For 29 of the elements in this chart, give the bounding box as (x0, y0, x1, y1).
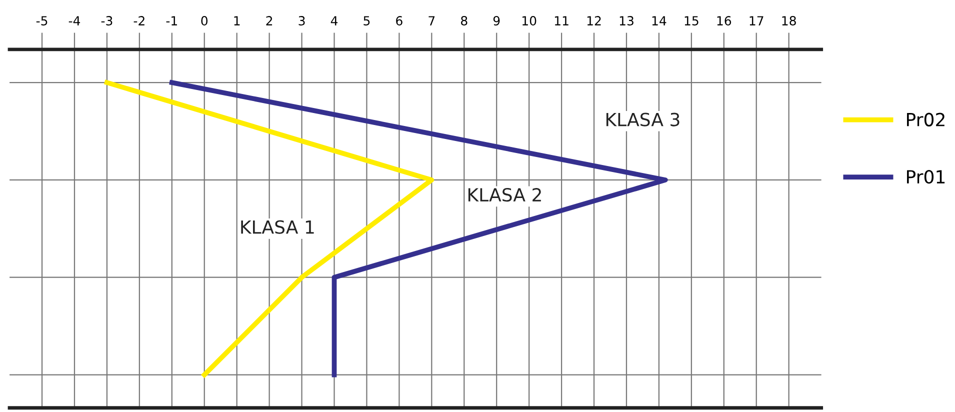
annotation: KLASA 2 (468, 188, 541, 202)
x-tick-label: -1 (166, 16, 177, 26)
x-tick-label: 14 (652, 16, 666, 26)
x-tick-label: 10 (522, 16, 536, 26)
x-tick-label: 7 (428, 16, 435, 26)
x-tick-label: 2 (266, 16, 272, 26)
x-tick-label: 0 (201, 16, 208, 26)
x-tick-label: 17 (750, 16, 764, 26)
x-tick-label: -2 (134, 16, 144, 26)
x-tick-label: 11 (554, 16, 568, 26)
legend-label: Pr01 (907, 170, 945, 184)
x-tick-label: 4 (330, 16, 338, 26)
annotation: KLASA 1 (241, 220, 314, 234)
x-tick-label: 8 (461, 16, 468, 26)
x-tick-label: -3 (101, 16, 112, 26)
x-tick-label: 12 (587, 16, 601, 26)
x-tick-label: -5 (36, 16, 48, 26)
x-tick-label: 9 (493, 16, 500, 26)
annotation: KLASA 3 (606, 112, 680, 126)
x-tick-label: 15 (684, 16, 698, 26)
x-tick-label: 3 (298, 16, 305, 26)
x-tick-label: 5 (364, 16, 370, 26)
x-tick-label: 1 (234, 16, 240, 26)
x-tick-label: 16 (717, 16, 732, 26)
x-tick-label: 18 (782, 16, 796, 26)
x-tick-label: -4 (68, 16, 80, 26)
x-tick-label: 6 (396, 16, 402, 26)
legend-label: Pr02 (907, 112, 944, 126)
x-tick-label: 13 (620, 16, 634, 26)
